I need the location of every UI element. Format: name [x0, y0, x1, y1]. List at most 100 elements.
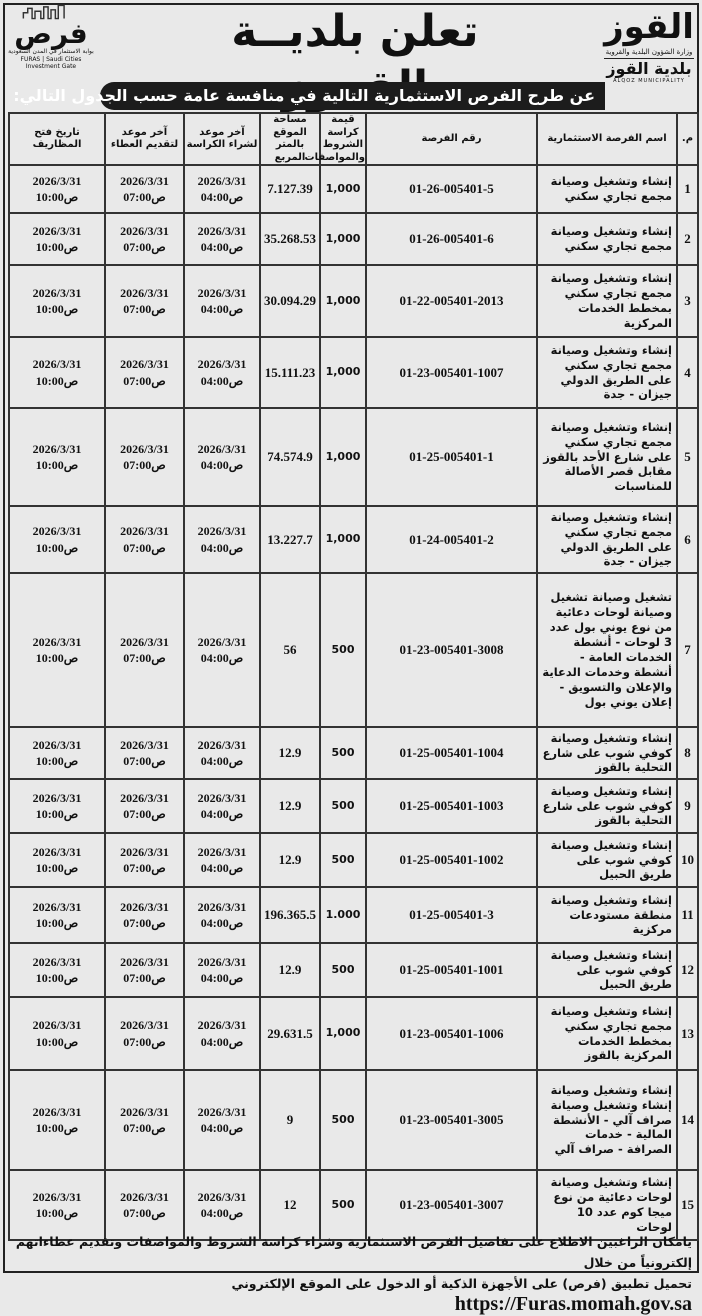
cell-name: إنشاء وتشغيل وصيانة مجمع تجاري سكني على …	[536, 505, 678, 574]
time: 10:00ص	[35, 302, 79, 316]
date: 2026/3/31	[197, 1104, 247, 1119]
furas-website-link[interactable]: https://Furas.momah.gov.sa	[454, 1293, 692, 1315]
cell-n: 15	[676, 1169, 699, 1241]
date: 2026/3/31	[197, 524, 247, 539]
date: 2026/3/31	[197, 899, 247, 914]
cell-submit: 2026/3/31 07:00ص	[104, 407, 185, 507]
cell-open: 2026/3/31 10:00ص	[8, 942, 106, 998]
cell-id: 01-22-005401-2013	[365, 264, 538, 338]
time: 04:00ص	[200, 916, 244, 930]
cell-price: 1,000	[319, 264, 367, 338]
time: 10:00ص	[35, 651, 79, 665]
column-header: قيمة كراسة الشروط والمواصفات	[305, 112, 367, 166]
cell-price: 500	[319, 832, 367, 888]
date: 2026/3/31	[197, 285, 247, 300]
time: 04:00ص	[200, 190, 244, 204]
time: 10:00ص	[35, 240, 79, 254]
date: 2026/3/31	[197, 223, 247, 238]
time: 10:00ص	[35, 754, 79, 768]
date: 2026/3/31	[197, 844, 247, 859]
cell-n: 12	[676, 942, 699, 998]
cell-buy: 2026/3/31 04:00ص	[183, 886, 261, 944]
cell-id: 01-26-005401-6	[365, 212, 538, 266]
alqoz-municipality-logo: القوز وزارة الشؤون البلدية والقروية بلدي…	[604, 7, 694, 84]
date: 2026/3/31	[197, 634, 247, 649]
table-row: 8 إنشاء وتشغيل وصيانة كوفي شوب على شارع ا…	[8, 726, 699, 780]
cell-buy: 2026/3/31 04:00ص	[183, 505, 261, 574]
cell-name: إنشاء وتشغيل وصيانة كوفي شوب على طريق ال…	[536, 832, 678, 888]
cell-name: إنشاء وتشغيل وصيانة منطقة مستودعات مركزي…	[536, 886, 678, 944]
cell-area: 12.9	[259, 778, 321, 834]
cell-open: 2026/3/31 10:00ص	[8, 1169, 106, 1241]
date: 2026/3/31	[32, 524, 82, 539]
cell-open: 2026/3/31 10:00ص	[8, 572, 106, 728]
date: 2026/3/31	[120, 1018, 169, 1033]
time: 10:00ص	[35, 458, 79, 472]
cell-submit: 2026/3/31 07:00ص	[104, 572, 185, 728]
cell-name: إنشاء وتشغيل وصيانة مجمع تجاري سكني	[536, 212, 678, 266]
cell-buy: 2026/3/31 04:00ص	[183, 407, 261, 507]
cell-n: 6	[676, 505, 699, 574]
cell-n: 13	[676, 996, 699, 1071]
time: 07:00ص	[123, 240, 166, 254]
time: 07:00ص	[123, 861, 166, 875]
furas-logo: فرص بوابة الاستثمار في المدن السعودية FU…	[6, 4, 96, 71]
cell-id: 01-25-005401-1004	[365, 726, 538, 780]
cell-price: 500	[319, 778, 367, 834]
cell-id: 01-24-005401-2	[365, 505, 538, 574]
time: 07:00ص	[123, 302, 166, 316]
table-row: 5 إنشاء وتشغيل وصيانة مجمع تجاري سكني على…	[8, 407, 699, 507]
cell-submit: 2026/3/31 07:00ص	[104, 164, 185, 214]
cell-submit: 2026/3/31 07:00ص	[104, 726, 185, 780]
time: 07:00ص	[123, 458, 166, 472]
date: 2026/3/31	[197, 441, 247, 456]
time: 10:00ص	[35, 190, 79, 204]
cell-submit: 2026/3/31 07:00ص	[104, 212, 185, 266]
cell-buy: 2026/3/31 04:00ص	[183, 996, 261, 1071]
column-header: آخر موعد لتقديم العطاء	[104, 112, 185, 166]
cell-id: 01-25-005401-1002	[365, 832, 538, 888]
cell-area: 30.094.29	[259, 264, 321, 338]
cell-area: 29.631.5	[259, 996, 321, 1071]
cell-area: 56	[259, 572, 321, 728]
date: 2026/3/31	[120, 173, 169, 188]
column-header: اسم الفرصة الاستثمارية	[536, 112, 678, 166]
table-row: 12 إنشاء وتشغيل وصيانة كوفي شوب على طريق …	[8, 942, 699, 998]
cell-submit: 2026/3/31 07:00ص	[104, 778, 185, 834]
date: 2026/3/31	[197, 1018, 247, 1033]
table-row: 2 إنشاء وتشغيل وصيانة مجمع تجاري سكني 01-2…	[8, 212, 699, 266]
date: 2026/3/31	[120, 737, 169, 752]
cell-area: 74.574.9	[259, 407, 321, 507]
column-header: رقم الفرصة	[365, 112, 538, 166]
cell-id: 01-26-005401-5	[365, 164, 538, 214]
time: 10:00ص	[35, 1034, 79, 1049]
cell-area: 9	[259, 1069, 321, 1171]
column-header: م.	[676, 112, 699, 166]
column-header: آخر موعد لشراء الكراسة	[183, 112, 261, 166]
time: 07:00ص	[123, 754, 166, 768]
date: 2026/3/31	[197, 173, 247, 188]
cell-name: إنشاء وتشغيل وصيانة لوحات دعائية من نوع …	[536, 1169, 678, 1241]
cell-id: 01-25-005401-1001	[365, 942, 538, 998]
date: 2026/3/31	[120, 634, 169, 649]
subtitle-banner: عن طرح الفرص الاستثمارية التالية في مناف…	[13, 82, 605, 110]
opportunities-table: م. اسم الفرصة الاستثمارية رقم الفرصة قيمة ك…	[8, 112, 699, 1241]
cell-buy: 2026/3/31 04:00ص	[183, 778, 261, 834]
table-row: 14 إنشاء وتشغيل وصيانة إنشاء وتشغيل وصيان…	[8, 1069, 699, 1171]
cell-area: 13.227.7	[259, 505, 321, 574]
cell-n: 14	[676, 1069, 699, 1171]
cell-open: 2026/3/31 10:00ص	[8, 1069, 106, 1171]
cell-price: 1,000	[319, 164, 367, 214]
table-row: 13 إنشاء وتشغيل وصيانة مجمع تجاري سكني بم…	[8, 996, 699, 1071]
table-row: 4 إنشاء وتشغيل وصيانة مجمع تجاري سكني على…	[8, 336, 699, 409]
date: 2026/3/31	[120, 899, 169, 914]
date: 2026/3/31	[32, 899, 82, 914]
date: 2026/3/31	[32, 634, 82, 649]
cell-id: 01-23-005401-1006	[365, 996, 538, 1071]
date: 2026/3/31	[120, 524, 169, 539]
cell-price: 500	[319, 726, 367, 780]
cell-area: 12.9	[259, 832, 321, 888]
cell-open: 2026/3/31 10:00ص	[8, 886, 106, 944]
cell-n: 10	[676, 832, 699, 888]
time: 07:00ص	[123, 373, 166, 388]
